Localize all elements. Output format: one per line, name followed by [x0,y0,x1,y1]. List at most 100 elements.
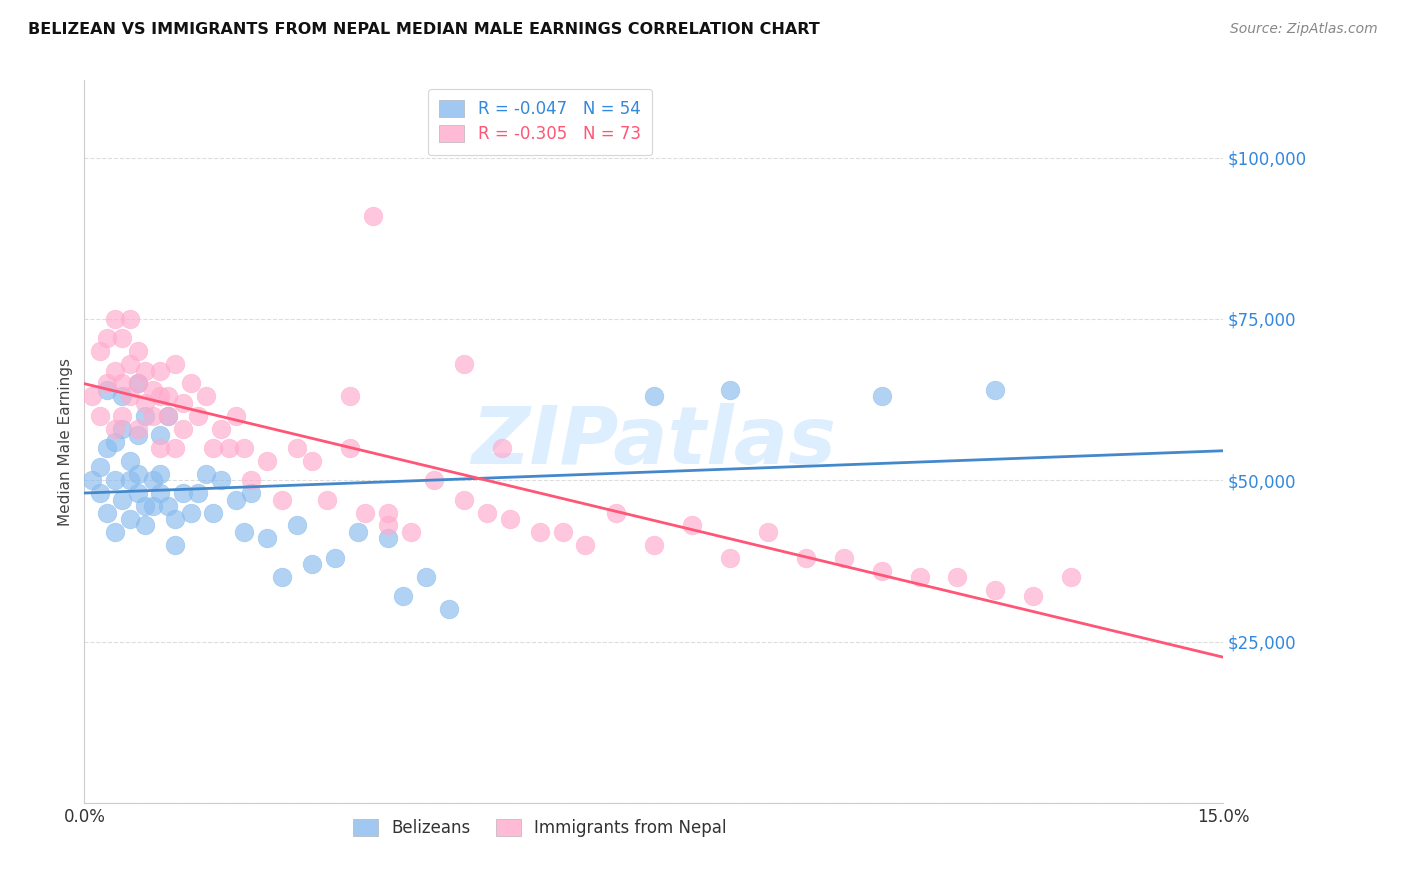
Point [172,486,194,500]
Point [111,331,134,345]
Point [134,409,156,423]
Point [415,570,437,584]
Point [756,524,779,539]
Point [165,357,187,371]
Point [149,467,172,481]
Point [89,486,111,500]
Point [285,441,308,455]
Point [127,344,149,359]
Point [127,428,149,442]
Point [491,441,513,455]
Point [111,422,134,436]
Point [80,473,103,487]
Point [870,564,893,578]
Point [209,422,232,436]
Point [605,506,627,520]
Point [104,422,127,436]
Point [96,376,118,391]
Point [194,467,217,481]
Point [256,531,278,545]
Point [165,538,187,552]
Point [104,363,127,377]
Point [156,409,179,423]
Legend: Belizeans, Immigrants from Nepal: Belizeans, Immigrants from Nepal [344,810,735,845]
Point [301,557,323,571]
Point [104,473,127,487]
Point [96,383,118,397]
Point [89,460,111,475]
Point [316,492,339,507]
Point [127,486,149,500]
Point [870,389,893,403]
Point [149,389,172,403]
Point [346,524,368,539]
Point [80,389,103,403]
Point [551,524,574,539]
Point [643,389,665,403]
Point [111,409,134,423]
Point [832,550,855,565]
Point [437,602,460,616]
Point [498,512,520,526]
Point [187,409,209,423]
Point [202,506,225,520]
Point [118,312,141,326]
Point [127,376,149,391]
Point [194,389,217,403]
Point [377,518,399,533]
Point [142,383,165,397]
Point [984,383,1007,397]
Point [718,550,741,565]
Point [453,357,475,371]
Point [118,512,141,526]
Point [270,570,292,584]
Point [225,492,247,507]
Point [156,409,179,423]
Point [392,590,415,604]
Point [285,518,308,533]
Point [127,422,149,436]
Point [96,441,118,455]
Point [1022,590,1045,604]
Point [118,454,141,468]
Point [475,506,498,520]
Point [96,506,118,520]
Point [104,312,127,326]
Point [149,486,172,500]
Point [232,441,254,455]
Point [134,363,156,377]
Point [240,473,263,487]
Point [1060,570,1083,584]
Point [180,506,202,520]
Point [339,441,361,455]
Point [232,524,254,539]
Point [574,538,596,552]
Point [984,582,1007,597]
Point [149,363,172,377]
Point [149,428,172,442]
Point [165,441,187,455]
Point [118,473,141,487]
Point [377,506,399,520]
Point [422,473,444,487]
Point [118,357,141,371]
Point [142,473,165,487]
Point [202,441,225,455]
Point [127,467,149,481]
Point [256,454,278,468]
Point [180,376,202,391]
Text: BELIZEAN VS IMMIGRANTS FROM NEPAL MEDIAN MALE EARNINGS CORRELATION CHART: BELIZEAN VS IMMIGRANTS FROM NEPAL MEDIAN… [28,22,820,37]
Point [270,492,292,507]
Point [89,344,111,359]
Point [377,531,399,545]
Point [156,389,179,403]
Point [218,441,240,455]
Point [323,550,346,565]
Point [794,550,817,565]
Point [240,486,263,500]
Point [301,454,323,468]
Point [111,492,134,507]
Point [156,499,179,513]
Point [111,376,134,391]
Point [111,389,134,403]
